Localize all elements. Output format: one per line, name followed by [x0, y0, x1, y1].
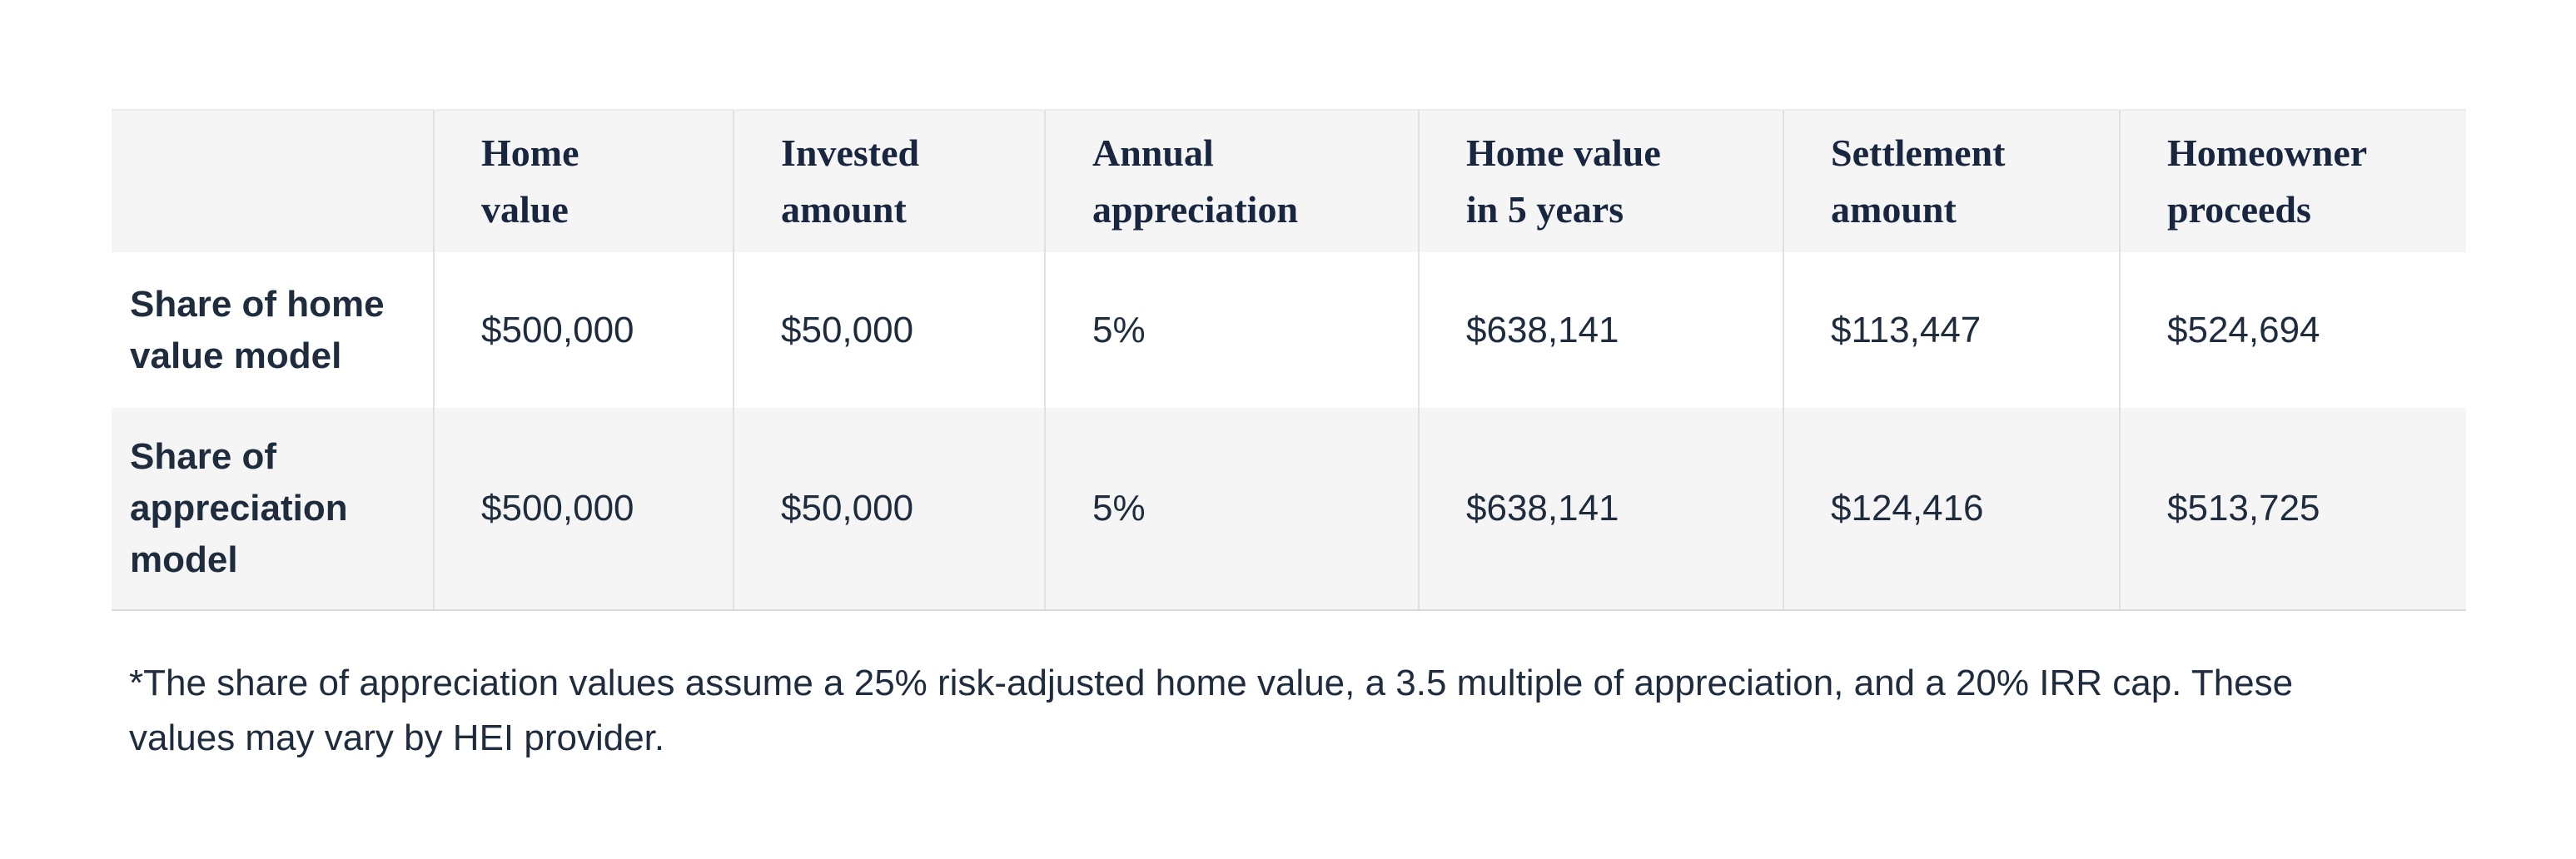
table-cell: $50,000 [733, 252, 1044, 408]
column-header-annual-appreciation: Annual appreciation [1044, 111, 1418, 252]
table-cell: $500,000 [433, 252, 733, 408]
hei-model-comparison-table: Home value Invested amount Annual apprec… [112, 109, 2466, 611]
column-header-invested-amount: Invested amount [733, 111, 1044, 252]
column-header-homeowner-proceeds: Homeowner proceeds [2119, 111, 2466, 252]
table-header-row: Home value Invested amount Annual apprec… [112, 111, 2466, 252]
table-cell: $124,416 [1783, 408, 2119, 609]
table-cell: 5% [1044, 252, 1418, 408]
table-cell: $513,725 [2119, 408, 2466, 609]
table-cell: $50,000 [733, 408, 1044, 609]
table-cell: $638,141 [1418, 252, 1783, 408]
row-label: Share of appreciation model [130, 436, 348, 580]
column-header-home-value: Home value [433, 111, 733, 252]
column-header-home-value-5-years: Home value in 5 years [1418, 111, 1783, 252]
footnote-line: *The share of appreciation values assume… [129, 663, 2294, 703]
footnote-line: values may vary by HEI provider. [129, 717, 665, 758]
column-header-settlement-amount: Settlement amount [1783, 111, 2119, 252]
table-cell: $113,447 [1783, 252, 2119, 408]
table-cell: $638,141 [1418, 408, 1783, 609]
table-cell: $500,000 [433, 408, 733, 609]
table-row-share-of-home-value: Share of home value model $500,000 $50,0… [112, 252, 2466, 408]
table-cell: 5% [1044, 408, 1418, 609]
row-label: Share of home value model [130, 283, 385, 376]
corner-cell [112, 111, 433, 252]
table-row-share-of-appreciation: Share of appreciation model $500,000 $50… [112, 408, 2466, 609]
footnote: *The share of appreciation values assume… [129, 656, 2293, 766]
table-cell: $524,694 [2119, 252, 2466, 408]
